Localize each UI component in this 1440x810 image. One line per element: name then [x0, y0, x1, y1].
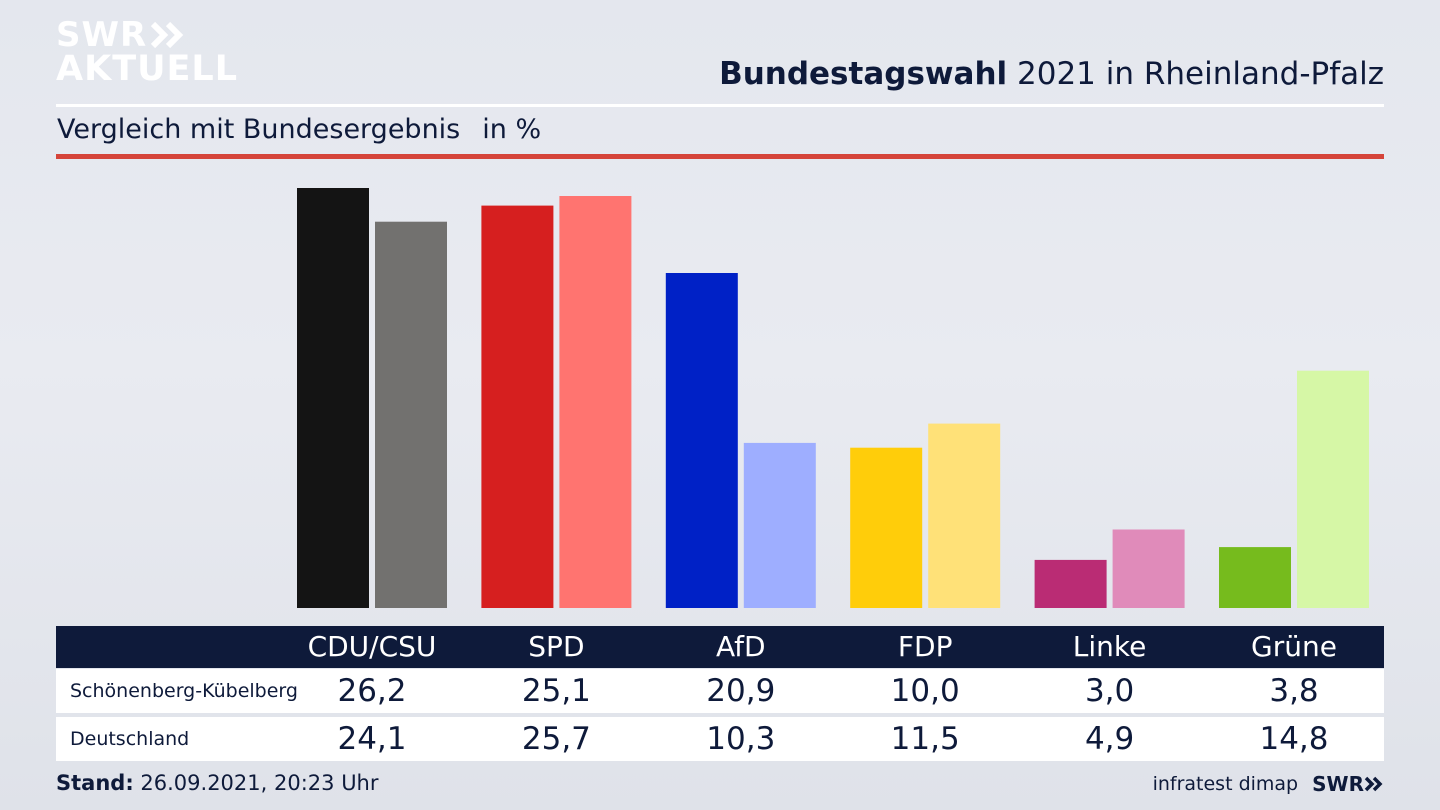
category-label: CDU/CSU	[307, 630, 437, 663]
title-rest: 2021 in Rheinland-Pfalz	[1007, 56, 1384, 92]
table-row: Schönenberg-Kübelberg 26,2 25,1 20,9 10,0 3,…	[56, 669, 1384, 713]
timestamp: Stand: 26.09.2021, 20:23 Uhr	[56, 771, 379, 795]
value-cell: 11,5	[890, 721, 960, 757]
chart-subtitle: Vergleich mit Bundesergebnis in %	[57, 114, 541, 145]
swr-aktuell-logo: SWR AKTUELL	[56, 15, 239, 89]
category-label: SPD	[528, 630, 585, 663]
category-label: FDP	[897, 630, 953, 663]
bar-national-4	[1112, 529, 1185, 608]
bar-local-4	[1034, 559, 1107, 608]
value-cell: 3,8	[1269, 673, 1319, 709]
footer-logo-text: SWR	[1312, 772, 1364, 796]
logo-chevrons-icon	[151, 22, 184, 48]
bar-local-0	[297, 188, 369, 608]
value-cell: 25,7	[521, 721, 591, 757]
unit-label: in %	[482, 114, 542, 145]
bar-local-2	[665, 273, 738, 608]
logo-aktuell-text: AKTUELL	[56, 49, 239, 89]
source-credit: infratest dimap SWR	[1153, 772, 1384, 796]
bar-national-2	[743, 442, 816, 608]
bar-local-5	[1219, 547, 1291, 608]
subtitle-text: Vergleich mit Bundesergebnis	[57, 114, 461, 145]
value-cell: 24,1	[337, 721, 407, 757]
bar-chart	[297, 188, 1369, 608]
category-label: Linke	[1072, 630, 1147, 663]
accent-divider	[56, 154, 1384, 159]
value-cell: 3,0	[1084, 673, 1135, 709]
bar-national-5	[1297, 370, 1369, 608]
value-cell: 10,0	[890, 673, 960, 709]
stand-label: Stand:	[56, 771, 134, 795]
title-bold: Bundestagswahl	[719, 56, 1008, 92]
row-label-series-1: Schönenberg-Kübelberg	[70, 680, 298, 702]
logo-swr-text: SWR	[56, 15, 148, 55]
value-cell: 26,2	[337, 673, 407, 709]
bar-national-0	[375, 221, 447, 608]
value-cell: 25,1	[521, 673, 591, 709]
bar-national-1	[559, 196, 632, 608]
category-label: Grüne	[1251, 630, 1337, 663]
source-text: infratest dimap	[1152, 773, 1299, 795]
value-cell: 20,9	[706, 673, 776, 709]
value-cell: 10,3	[706, 721, 776, 757]
bar-local-3	[850, 447, 923, 608]
footer-chevrons-icon	[1364, 776, 1383, 792]
table-row: Deutschland 24,1 25,7 10,3 11,5 4,9 14,8	[56, 717, 1384, 761]
row-label-series-2: Deutschland	[70, 728, 190, 750]
chart-title: Bundestagswahl 2021 in Rheinland-Pfalz	[719, 56, 1384, 92]
header-divider	[56, 104, 1384, 107]
value-cell: 4,9	[1084, 721, 1135, 757]
stand-value: 26.09.2021, 20:23 Uhr	[140, 771, 379, 795]
footer-swr-logo: SWR	[1312, 772, 1384, 796]
bar-local-1	[481, 205, 554, 608]
bar-national-3	[928, 423, 1001, 608]
category-header-row: CDU/CSU SPD AfD FDP Linke Grüne	[56, 626, 1384, 668]
value-cell: 14,8	[1259, 721, 1329, 757]
category-label: AfD	[716, 630, 766, 663]
